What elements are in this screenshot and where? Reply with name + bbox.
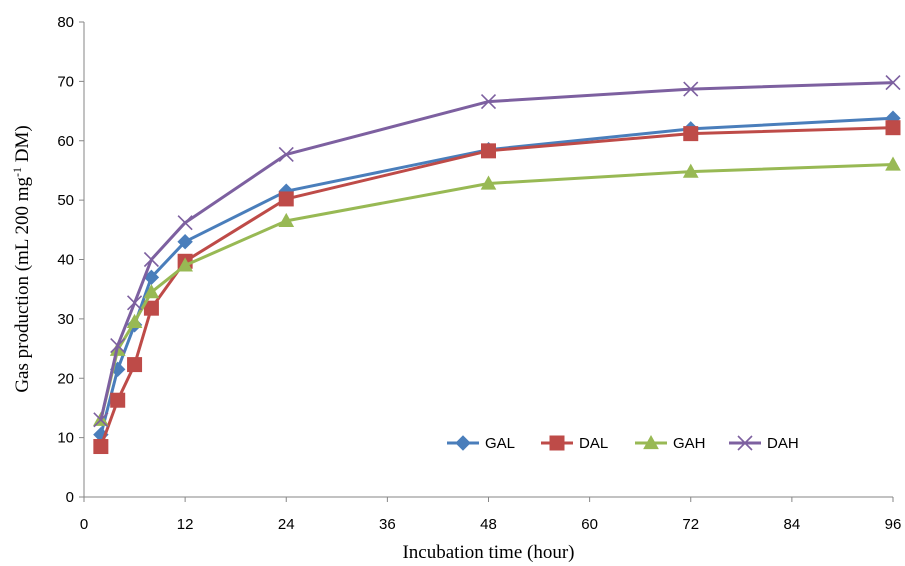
y-tick-label: 40	[57, 252, 74, 269]
y-tick-label: 10	[57, 430, 74, 447]
legend-label: GAH	[673, 435, 706, 452]
y-tick-label: 70	[57, 73, 74, 90]
legend-item-dal: DAL	[541, 435, 608, 452]
data-point-triangle	[143, 284, 160, 299]
data-point-triangle	[480, 175, 497, 190]
y-axis-title-superscript: -1	[10, 167, 24, 177]
x-tick-label: 12	[177, 516, 194, 533]
data-point-square	[683, 126, 699, 142]
series-dah	[93, 74, 901, 428]
data-point-x	[885, 74, 901, 91]
data-point-diamond	[177, 233, 193, 250]
data-point-square	[278, 191, 294, 207]
data-point-x	[278, 146, 294, 162]
legend-item-gal: GAL	[447, 435, 515, 452]
data-point-x	[177, 215, 193, 231]
y-tick-label: 0	[66, 489, 74, 506]
x-axis-title: Incubation time (hour)	[402, 542, 574, 563]
data-point-triangle	[126, 313, 143, 328]
data-point-square	[143, 300, 159, 316]
y-axis-title: Gas production (mL 200 mg-1 DM)	[10, 125, 33, 392]
series-line-gal	[99, 116, 894, 436]
series-line-dal	[99, 126, 894, 448]
y-tick-label: 80	[57, 14, 74, 31]
data-point-x	[683, 81, 699, 97]
y-axis-title-main: Gas production (mL 200 mg	[12, 177, 33, 393]
series-layer	[93, 74, 901, 455]
data-point-triangle	[682, 163, 699, 178]
x-tick-label: 36	[379, 516, 396, 533]
x-axis-ticks: 0 12 24 36 48 60 72 84 96	[80, 497, 902, 533]
data-point-triangle	[885, 156, 901, 171]
legend: GAL DAL GAH DAH	[447, 434, 799, 452]
data-point-square	[110, 392, 126, 408]
y-tick-label: 50	[57, 192, 74, 209]
data-point-x	[737, 435, 753, 451]
x-tick-label: 72	[682, 516, 699, 533]
data-point-square	[481, 143, 496, 159]
legend-label: GAL	[485, 435, 515, 452]
y-axis-title-suffix: DM)	[12, 125, 33, 167]
data-point-triangle	[643, 434, 659, 450]
legend-label: DAL	[579, 435, 608, 452]
data-point-x	[126, 295, 143, 311]
data-point-x	[143, 251, 159, 268]
data-point-triangle	[278, 212, 295, 228]
axes	[83, 22, 893, 498]
x-tick-label: 84	[784, 516, 801, 533]
data-point-triangle	[177, 257, 193, 272]
legend-item-gah: GAH	[635, 434, 706, 452]
data-point-x	[93, 412, 109, 428]
data-point-square	[885, 120, 901, 136]
data-point-diamond	[455, 435, 471, 451]
legend-label: DAH	[767, 435, 799, 452]
data-point-square	[127, 357, 143, 373]
y-axis-ticks: 0 10 20 30 40 50 60 70 80	[57, 14, 84, 506]
x-tick-label: 48	[480, 516, 497, 533]
y-tick-label: 60	[57, 133, 74, 150]
y-tick-label: 20	[57, 370, 74, 387]
series-gal	[93, 110, 901, 443]
series-gah	[93, 156, 901, 426]
data-point-x	[110, 338, 126, 354]
data-point-x	[480, 93, 497, 110]
data-point-square	[549, 435, 565, 451]
legend-item-dah: DAH	[729, 435, 799, 452]
x-tick-label: 96	[885, 516, 902, 533]
x-tick-label: 0	[80, 516, 88, 533]
series-line-gah	[99, 163, 894, 421]
data-point-square	[93, 439, 109, 455]
y-tick-label: 30	[57, 311, 74, 328]
x-tick-label: 60	[581, 516, 598, 533]
x-tick-label: 24	[278, 516, 295, 533]
series-dal	[93, 120, 901, 455]
